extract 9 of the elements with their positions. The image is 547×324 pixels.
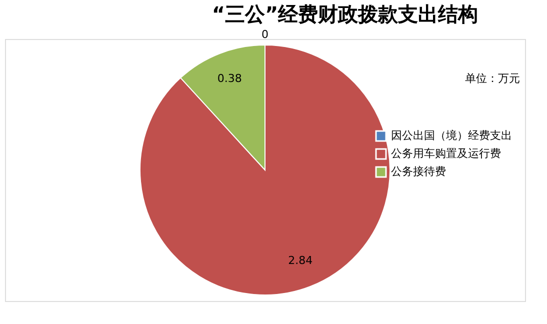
text: 0 [262,28,268,41]
text: 单位：万元 [465,72,520,85]
data-label: 0.38 [217,72,242,86]
data-label: 2.84 [288,254,313,267]
legend-label: 因公出国（境）经费支出 [391,129,512,142]
legend-label: 公务用车购置及运行费 [391,147,501,160]
legend-label: 公务接待费 [391,165,446,178]
chart-title: “三公”经费财政拨款支出结构 [212,2,478,26]
pie-slice [140,44,390,296]
